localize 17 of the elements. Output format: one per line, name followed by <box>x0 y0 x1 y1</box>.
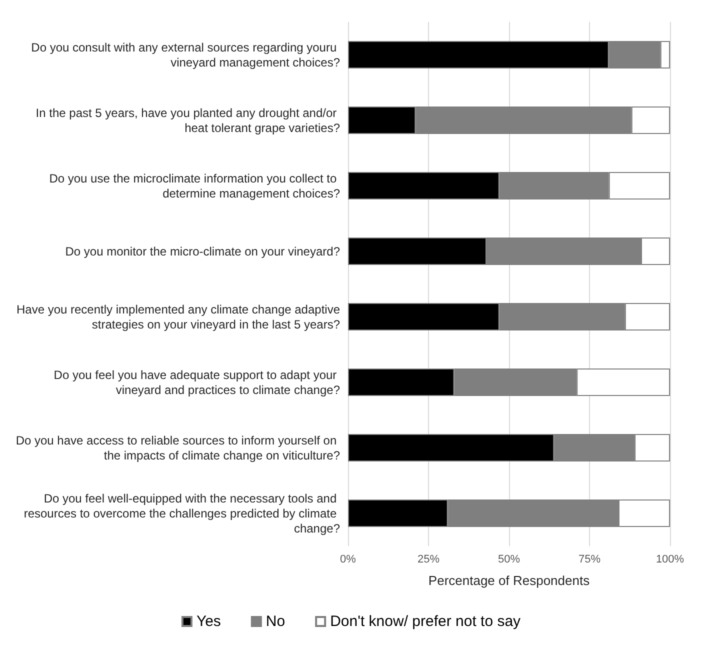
y-tick-label: Do you monitor the micro-climate on your vineyard? <box>65 244 340 258</box>
y-tick-label: Do you use the microclimate information you collect to determine management choices? <box>49 171 340 200</box>
x-tick-label: 50% <box>498 554 520 566</box>
legend-label: No <box>266 613 286 630</box>
y-tick-label: Do you consult with any external sources regarding youru vineyard management choices? <box>31 40 340 70</box>
y-tick-label: In the past 5 years, have you planted any drought and/or heat tolerant grape varieties? <box>36 106 340 135</box>
x-tick-label: 100% <box>656 554 684 566</box>
y-tick-label: Have you recently implemented any climate change adaptive strategies on your vineyard in the last 5 years? <box>16 302 340 332</box>
y-tick-label: Do you feel you have adequate support to adapt your vineyard and practices to climate change? <box>54 368 340 397</box>
legend-label: Yes <box>196 613 221 630</box>
x-tick-label: 0% <box>340 554 356 566</box>
x-axis-title: Percentage of Respondents <box>428 573 590 588</box>
y-tick-label: Do you have access to reliable sources to inform yourself on the impacts of climate change on viticulture? <box>16 433 340 462</box>
x-tick-label: 25% <box>417 554 440 566</box>
x-tick-label: 75% <box>578 554 601 566</box>
y-tick-label: Do you feel well-equipped with the necessary tools and resources to overcome the challenges predicted by climate change? <box>24 491 340 536</box>
legend-label: Don't know/ prefer not to say <box>330 613 522 630</box>
